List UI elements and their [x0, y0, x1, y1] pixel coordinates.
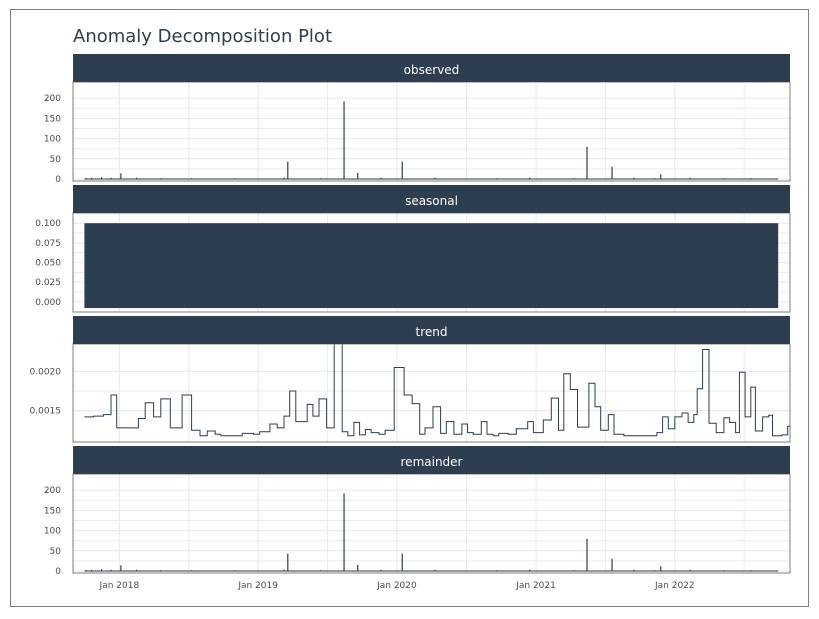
y-tick-label: 0.000	[35, 298, 61, 308]
y-tick-label: 0.075	[35, 239, 61, 249]
y-tick-label: 100	[44, 527, 61, 537]
facet-strip	[73, 446, 790, 474]
facet-strip-label: observed	[404, 63, 460, 77]
y-tick-label: 0.100	[35, 219, 61, 229]
x-tick-label: Jan 2020	[376, 581, 417, 591]
facet-strip-label: trend	[416, 325, 448, 339]
x-tick-label: Jan 2022	[654, 581, 695, 591]
y-tick-label: 0.0015	[30, 407, 62, 417]
y-tick-label: 50	[50, 155, 62, 165]
y-tick-label: 0.0020	[30, 367, 62, 377]
y-tick-label: 0.050	[35, 259, 61, 269]
panel-remainder	[73, 474, 790, 573]
y-tick-label: 150	[44, 114, 61, 124]
plot-frame	[10, 9, 809, 607]
y-tick-label: 50	[50, 547, 62, 557]
x-tick-label: Jan 2019	[237, 581, 278, 591]
facet-strip	[73, 316, 790, 344]
panel-observed	[73, 82, 790, 181]
y-tick-label: 0	[55, 175, 61, 185]
facet-strip-label: seasonal	[405, 194, 458, 208]
y-tick-label: 0	[55, 567, 61, 577]
facet-strip-label: remainder	[401, 455, 463, 469]
y-tick-label: 200	[44, 486, 61, 496]
panel-trend	[73, 344, 790, 442]
x-tick-label: Jan 2018	[99, 581, 140, 591]
chart-title: Anomaly Decomposition Plot	[73, 26, 332, 47]
x-tick-label: Jan 2021	[515, 581, 556, 591]
y-tick-label: 0.025	[35, 278, 61, 288]
y-tick-label: 100	[44, 135, 61, 145]
trend-line	[84, 343, 790, 437]
y-tick-label: 150	[44, 506, 61, 516]
y-tick-label: 200	[44, 94, 61, 104]
seasonal-band	[84, 223, 779, 309]
facet-strip	[73, 185, 790, 213]
facet-strip	[73, 54, 790, 82]
